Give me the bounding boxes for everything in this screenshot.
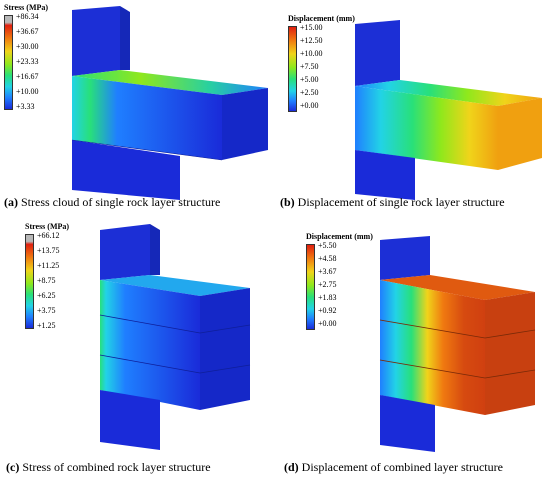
- legend-color-bar: [25, 234, 34, 329]
- legend-label: +66.12: [37, 231, 60, 240]
- legend-label: +7.50: [300, 62, 319, 71]
- panel-d: Displacement (mm) +5.50 +4.58 +3.67 +2.7…: [280, 220, 550, 481]
- legend-title: Displacement (mm): [288, 14, 355, 23]
- caption-letter: (b): [280, 195, 295, 209]
- legend-label: +10.00: [300, 49, 323, 58]
- legend-label: +3.67: [318, 267, 337, 276]
- legend-label: +36.67: [16, 27, 39, 36]
- caption-text: Stress cloud of single rock layer struct…: [18, 195, 221, 209]
- legend-color-bar: [288, 26, 297, 112]
- caption-text: Stress of combined rock layer structure: [19, 460, 211, 474]
- caption-c: (c) Stress of combined rock layer struct…: [6, 460, 211, 475]
- caption-d: (d) Displacement of combined layer struc…: [284, 460, 503, 475]
- legend-label: +0.00: [300, 101, 319, 110]
- legend-label: +0.92: [318, 306, 337, 315]
- caption-b: (b) Displacement of single rock layer st…: [280, 195, 505, 210]
- stress-model-combined-layer: [99, 224, 251, 450]
- legend-label: +0.00: [318, 319, 337, 328]
- legend-label: +3.33: [16, 102, 35, 111]
- legend-label: +30.00: [16, 42, 39, 51]
- panel-a: Stress (MPa) +86.34 +36.67 +30.00 +23.33…: [0, 0, 275, 215]
- panel-b: Displacement (mm) +15.00 +12.50 +10.00 +…: [280, 0, 550, 215]
- legend-label: +5.50: [318, 241, 337, 250]
- legend-label: +10.00: [16, 87, 39, 96]
- legend-label: +86.34: [16, 12, 39, 21]
- caption-letter: (c): [6, 460, 20, 474]
- legend-title: Stress (MPa): [4, 3, 49, 12]
- legend-label: +5.00: [300, 75, 319, 84]
- legend-label: +6.25: [37, 291, 56, 300]
- legend-color-bar: [306, 244, 315, 330]
- legend-label: +16.67: [16, 72, 39, 81]
- legend-label: +23.33: [16, 57, 39, 66]
- legend-label: +8.75: [37, 276, 56, 285]
- legend-label: +2.50: [300, 88, 319, 97]
- legend-label: +15.00: [300, 23, 323, 32]
- caption-letter: (a): [4, 195, 18, 209]
- stress-model-single-layer: [71, 6, 268, 200]
- legend-label: +1.83: [318, 293, 337, 302]
- caption-text: Displacement of single rock layer struct…: [294, 195, 505, 209]
- caption-letter: (d): [284, 460, 299, 474]
- stress-legend: Stress (MPa) +86.34 +36.67 +30.00 +23.33…: [4, 3, 74, 113]
- caption-a: (a) Stress cloud of single rock layer st…: [4, 195, 220, 210]
- legend-label: +2.75: [318, 280, 337, 289]
- stress-legend: Stress (MPa) +66.12 +13.75 +11.25 +8.75 …: [25, 222, 95, 332]
- legend-label: +11.25: [37, 261, 60, 270]
- legend-label: +3.75: [37, 306, 56, 315]
- legend-label: +12.50: [300, 36, 323, 45]
- legend-title: Stress (MPa): [25, 222, 70, 231]
- legend-title: Displacement (mm): [306, 232, 373, 241]
- legend-color-bar: [4, 15, 13, 110]
- displacement-model-combined-layer: [379, 236, 536, 452]
- legend-label: +1.25: [37, 321, 56, 330]
- legend-label: +13.75: [37, 246, 60, 255]
- caption-text: Displacement of combined layer structure: [298, 460, 503, 474]
- displacement-legend: Displacement (mm) +5.50 +4.58 +3.67 +2.7…: [306, 232, 386, 342]
- displacement-model-single-layer: [355, 20, 542, 200]
- displacement-legend: Displacement (mm) +15.00 +12.50 +10.00 +…: [288, 14, 368, 124]
- panel-c: Stress (MPa) +66.12 +13.75 +11.25 +8.75 …: [0, 220, 275, 481]
- legend-label: +4.58: [318, 254, 337, 263]
